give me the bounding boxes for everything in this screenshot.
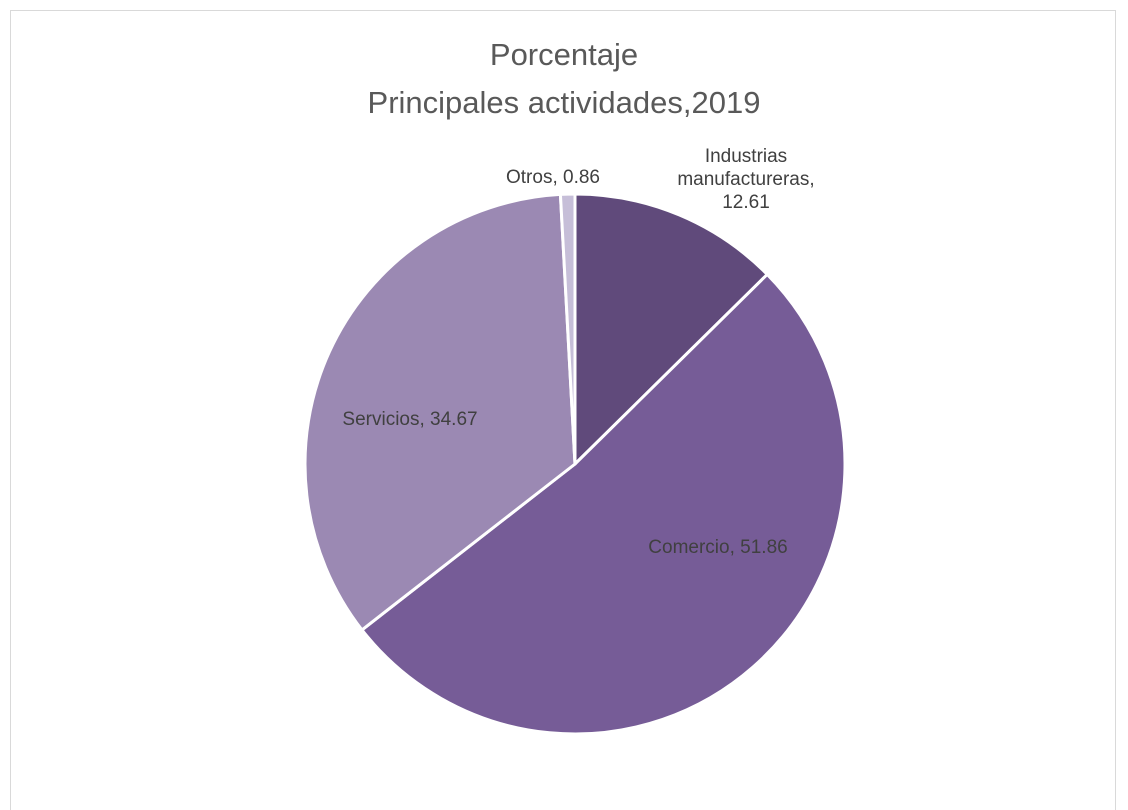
- data-label-line: manufactureras,: [677, 169, 814, 190]
- data-label-line: Otros, 0.86: [506, 167, 600, 188]
- data-label-industrias-manufactureras: Industrias manufactureras, 12.61: [677, 146, 814, 213]
- data-label-servicios: Servicios, 34.67: [342, 409, 477, 430]
- pie-slices: [305, 194, 845, 734]
- data-label-otros: Otros, 0.86: [506, 167, 600, 188]
- data-label-line: Industrias: [705, 146, 787, 167]
- data-label-line: 12.61: [722, 192, 770, 213]
- data-label-line: Servicios, 34.67: [342, 409, 477, 430]
- data-label-comercio: Comercio, 51.86: [648, 537, 787, 558]
- data-label-line: Comercio, 51.86: [648, 537, 787, 558]
